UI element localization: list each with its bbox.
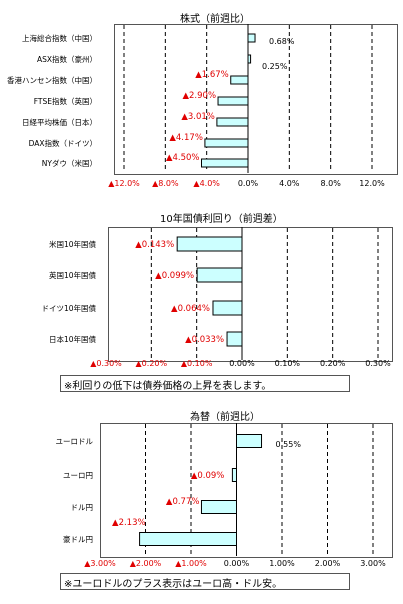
category-label: 香港ハンセン指数（中国） — [7, 75, 97, 85]
data-label: ▲1.67% — [195, 70, 229, 80]
data-label: ▲0.064% — [171, 304, 210, 314]
category-label: ドイツ10年国債 — [41, 303, 96, 313]
tick-label: 12.0% — [359, 179, 385, 188]
tick-label: 0.00% — [224, 559, 250, 568]
data-label: ▲0.033% — [185, 335, 224, 345]
data-label: ▲2.90% — [182, 91, 216, 101]
bar — [200, 500, 237, 514]
tick-label: 4.0% — [279, 179, 300, 188]
bar — [247, 54, 252, 64]
category-label: 豪ドル円 — [63, 534, 93, 544]
data-label: ▲3.01% — [181, 112, 215, 122]
chart-svg: ▲12.0% ▲8.0% ▲4.0% 0.0% 4.0% 8.0% 12.0% 上海総合指数（… — [7, 24, 385, 188]
chart-title: 為替（前週比） — [190, 412, 260, 423]
category-label: ユーロ円 — [63, 471, 93, 480]
tick-label: 0.20% — [320, 359, 346, 368]
tick-label: 0.30% — [365, 359, 391, 368]
tick-label: ▲0.30% — [90, 359, 122, 368]
tick-label: ▲1.00% — [175, 559, 207, 568]
data-label: ▲0.09% — [191, 471, 225, 481]
category-label: 日本10年国債 — [49, 334, 97, 344]
bar — [139, 532, 238, 546]
tick-label: 1.00% — [269, 559, 295, 568]
category-label: 米国10年国債 — [49, 239, 97, 249]
data-label: ▲0.77% — [166, 497, 200, 507]
chart-svg: ▲3.00% ▲2.00% ▲1.00% 0.00% 1.00% 2.00% 3.00% ユー… — [56, 423, 386, 568]
bar — [196, 267, 243, 283]
category-label: ユーロドル — [56, 437, 94, 446]
data-label: 0.68% — [269, 37, 295, 46]
data-label: ▲4.50% — [166, 153, 200, 163]
tick-label: ▲12.0% — [108, 179, 140, 188]
category-label: ASX指数（豪州） — [37, 54, 97, 64]
tick-label: 0.0% — [238, 179, 259, 188]
tick-label: ▲0.20% — [136, 359, 168, 368]
category-label: FTSE指数（英国） — [34, 96, 97, 106]
bar — [204, 138, 249, 148]
tick-label: 8.0% — [321, 179, 342, 188]
chart-bond-yields: 10年国債利回り（前週差） ▲0.30% ▲0.20% ▲0.10% 0.00% 0.1… — [0, 200, 403, 400]
bar — [216, 117, 249, 127]
category-label: 英国10年国債 — [49, 270, 97, 280]
chart-title: 株式（前週比） — [180, 14, 250, 25]
data-label: 0.55% — [276, 440, 302, 449]
data-label: ▲2.13% — [112, 518, 146, 528]
bar — [217, 96, 249, 106]
tick-label: 3.00% — [360, 559, 386, 568]
bar — [231, 468, 237, 482]
tick-label: 2.00% — [315, 559, 341, 568]
category-label: 日経平均株価（日本） — [22, 117, 97, 127]
bar — [176, 236, 243, 252]
bar — [212, 300, 243, 316]
bar — [236, 434, 263, 448]
tick-label: ▲2.00% — [130, 559, 162, 568]
tick-label: ▲8.0% — [152, 179, 179, 188]
tick-label: 0.00% — [229, 359, 255, 368]
tick-label: ▲0.10% — [181, 359, 213, 368]
chart-title: 10年国債利回り（前週差） — [160, 214, 283, 225]
plot-frame — [114, 24, 398, 175]
bar — [247, 33, 256, 43]
tick-label: ▲3.00% — [84, 559, 116, 568]
plot-frame — [108, 227, 393, 362]
chart-svg: ▲0.30% ▲0.20% ▲0.10% 0.00% 0.10% 0.20% 0.30% 米国… — [41, 227, 391, 368]
bar — [201, 158, 249, 168]
chart-note: ※ユーロドルのプラス表示はユーロ高・ドル安。 — [60, 573, 350, 590]
data-label: ▲0.143% — [135, 240, 174, 250]
category-label: DAX指数（ドイツ） — [29, 138, 97, 148]
chart-fx: 為替（前週比） ▲3.00% ▲2.00% ▲1.00% 0.00% 1.00% 2.00… — [0, 400, 403, 604]
category-label: NYダウ（米国） — [42, 158, 97, 168]
tick-label: 0.10% — [275, 359, 301, 368]
category-label: ドル円 — [71, 503, 94, 512]
data-label: 0.25% — [262, 62, 288, 71]
data-label: ▲4.17% — [169, 133, 203, 143]
bar — [226, 331, 243, 347]
category-label: 上海総合指数（中国） — [22, 33, 97, 43]
chart-note: ※利回りの低下は債券価格の上昇を表します。 — [60, 375, 350, 392]
data-label: ▲0.099% — [155, 271, 194, 281]
bar — [230, 75, 249, 85]
tick-label: ▲4.0% — [193, 179, 220, 188]
chart-stocks: 株式（前週比） ▲12.0% ▲8.0% ▲4.0% 0.0% 4.0% 8.0% 12.0… — [0, 0, 403, 200]
